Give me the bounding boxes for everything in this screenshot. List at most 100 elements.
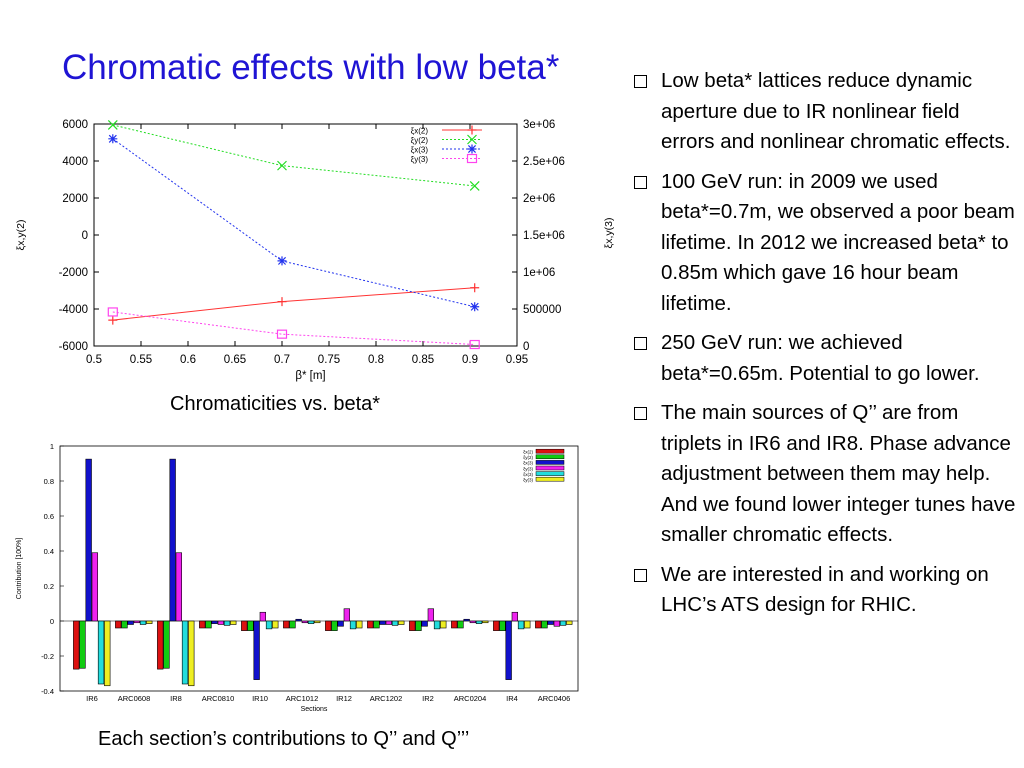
- data-point: [108, 315, 118, 325]
- bar: [223, 620, 231, 626]
- data-point: [467, 125, 477, 135]
- bar: [146, 620, 153, 624]
- bar: [511, 611, 518, 622]
- series-line: [112, 287, 475, 321]
- bar: [169, 458, 176, 622]
- bar: [343, 608, 350, 622]
- legend-label: ξx(2): [523, 450, 533, 455]
- checkbox-bullet-icon: [634, 407, 647, 420]
- bar: [253, 620, 260, 680]
- legend-swatch: [535, 460, 565, 465]
- x-tick-label: IR2: [422, 694, 434, 703]
- bar: [121, 620, 128, 629]
- y-tick-label: 0.2: [44, 582, 54, 591]
- y2-axis-label: ξx,y(3): [603, 218, 615, 249]
- bullet-text: Low beta* lattices reduce dynamic apertu…: [661, 69, 1011, 153]
- bullet-text: We are interested in and working on LHC’…: [661, 562, 989, 617]
- x-tick-label: ARC1012: [286, 694, 319, 703]
- x-tick-label: IR10: [252, 694, 268, 703]
- bar: [469, 620, 476, 624]
- data-point: [107, 120, 118, 130]
- bar: [391, 620, 399, 626]
- bullet-text: 250 GeV run: we achieved beta*=0.65m. Po…: [661, 331, 980, 385]
- bar: [385, 620, 392, 625]
- x-tick-label: 0.7: [274, 354, 290, 366]
- bar: [475, 620, 483, 624]
- y-tick-label: -0.4: [41, 687, 54, 696]
- bar: [241, 620, 248, 631]
- bar: [559, 620, 567, 626]
- y2-tick-label: 2e+06: [523, 193, 555, 205]
- bar: [356, 620, 363, 629]
- bar: [289, 620, 296, 629]
- bar: [482, 620, 489, 624]
- bar: [409, 620, 416, 631]
- plot-frame: [93, 123, 518, 347]
- bar: [457, 620, 464, 629]
- bar: [115, 620, 122, 629]
- bar: [440, 620, 447, 629]
- bar: [301, 620, 308, 624]
- bar: [517, 620, 525, 630]
- legend-label: ξy(2): [411, 136, 429, 145]
- legend-label: ξx(3): [411, 146, 429, 155]
- bar: [91, 552, 98, 622]
- bar: [325, 620, 332, 631]
- bullet-item: Low beta* lattices reduce dynamic apertu…: [633, 66, 1018, 158]
- data-point: [276, 329, 288, 339]
- bar: [427, 608, 434, 622]
- y-tick-label: 6000: [62, 119, 88, 131]
- bar: [524, 620, 531, 629]
- y2-tick-label: 1e+06: [523, 267, 555, 279]
- y-tick-label: 0.4: [44, 547, 54, 556]
- bar: [499, 620, 506, 631]
- y-tick-label: 0: [50, 617, 54, 626]
- plot-frame: [59, 445, 579, 692]
- data-point: [470, 302, 480, 312]
- bullet-item: The main sources of Q’’ are from triplet…: [633, 398, 1018, 551]
- bar: [367, 620, 374, 629]
- bullet-text: 100 GeV run: in 2009 we used beta*=0.7m,…: [661, 169, 1015, 315]
- data-point: [277, 160, 287, 171]
- x-tick-label: ARC0406: [538, 694, 571, 703]
- legend-label: ξx(3): [523, 461, 533, 466]
- bar: [133, 620, 140, 624]
- x-tick-label: 0.85: [412, 354, 434, 366]
- x-tick-label: IR8: [170, 694, 182, 703]
- bar: [283, 620, 290, 629]
- legend-label: ξy(3): [523, 466, 533, 471]
- y-tick-label: -0.2: [41, 652, 54, 661]
- slide-title: Chromatic effects with low beta*: [62, 48, 560, 87]
- x-tick-label: 0.9: [462, 354, 478, 366]
- chromaticity-line-chart: 0.5 0.55 0.6 0.65 0.7 0.75 0.8 0.85 0.9 0.95 6000 4…: [15, 119, 615, 382]
- bar: [451, 620, 458, 629]
- bar: [331, 620, 338, 631]
- x-tick-label: IR6: [86, 694, 98, 703]
- y2-tick-label: 3e+06: [523, 119, 555, 131]
- bar: [265, 620, 273, 630]
- bar: [175, 552, 182, 622]
- bar: [85, 458, 92, 622]
- bar: [505, 620, 512, 680]
- checkbox-bullet-icon: [634, 75, 647, 88]
- bar: [230, 620, 237, 625]
- bullet-list: Low beta* lattices reduce dynamic apertu…: [633, 66, 1018, 630]
- bar: [272, 620, 279, 629]
- x-tick-label: IR4: [506, 694, 518, 703]
- x-tick-label: 0.55: [130, 354, 152, 366]
- series-line: [112, 311, 475, 346]
- y-tick-label: 4000: [62, 156, 88, 168]
- data-point: [107, 307, 118, 317]
- x-tick-label: ARC0608: [118, 694, 151, 703]
- bar: [566, 620, 573, 625]
- y2-tick-label: 0: [523, 341, 529, 353]
- bar: [97, 620, 105, 685]
- y-axis-label: ξx,y(2): [15, 220, 27, 251]
- bar: [493, 620, 500, 631]
- bar: [181, 620, 189, 685]
- bar: [104, 620, 111, 687]
- bar: [433, 620, 441, 630]
- x-tick-label: 0.75: [318, 354, 340, 366]
- legend-label: ξy(2): [523, 455, 533, 460]
- legend-swatch: [535, 476, 565, 482]
